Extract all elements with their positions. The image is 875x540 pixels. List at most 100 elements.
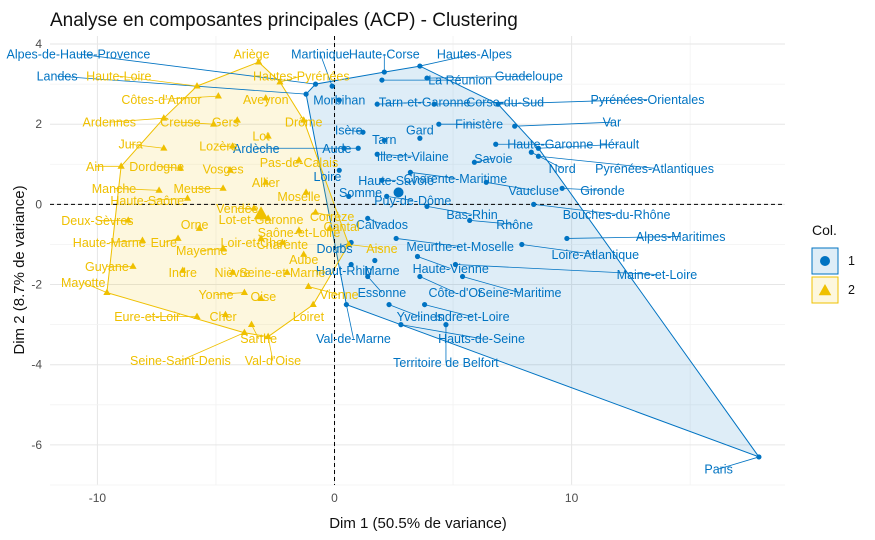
label-nord: Nord — [549, 162, 576, 176]
label-haute-corse: Haute-Corse — [349, 48, 420, 62]
label-vendee: Vendée — [216, 202, 258, 216]
label-ardeche: Ardèche — [233, 142, 280, 156]
label-cantal: Cantal — [324, 220, 360, 234]
label-finistere: Finistère — [455, 118, 503, 132]
leader-dordogne — [156, 165, 181, 169]
label-haut-rhin: Haut-Rhin — [316, 264, 372, 278]
leader-ardennes — [109, 117, 164, 123]
label-moselle: Moselle — [277, 190, 320, 204]
y-tick-label: 0 — [35, 197, 42, 211]
label-lozere: Lozère — [199, 140, 237, 154]
point-seine-et-marne — [283, 268, 291, 275]
leader-hautes-alpes — [419, 53, 475, 67]
label-morbihan: Morbihan — [313, 94, 365, 108]
point-gironde — [559, 185, 565, 191]
point-sarthe — [247, 320, 256, 328]
legend-title: Col. — [812, 222, 837, 238]
point-aisne — [345, 240, 353, 247]
centroid-cluster-1 — [393, 187, 404, 198]
point-somme — [346, 193, 352, 199]
point-lot — [264, 132, 272, 139]
label-meuse: Meuse — [173, 182, 211, 196]
point-yvelines — [386, 301, 392, 308]
legend-marker-triangle — [818, 284, 832, 296]
label-creuse: Creuse — [160, 116, 200, 130]
point-haute-garonne — [493, 141, 499, 147]
leader-essonne — [367, 276, 383, 293]
label-paris: Paris — [704, 462, 732, 476]
point-hautes-pyrenees — [276, 78, 284, 85]
legend-marker-circle — [820, 256, 830, 266]
label-pyrenees-atlantiques: Pyrénées-Atlantiques — [595, 162, 714, 176]
y-axis-title: Dim 2 (8.7% de variance) — [11, 185, 28, 354]
point-alpes-maritimes — [564, 235, 570, 242]
point-var — [512, 123, 518, 129]
leader-yonne — [215, 292, 245, 295]
label-marne: Marne — [364, 264, 399, 278]
point-nievre — [228, 268, 237, 275]
point-ille-et-vilaine — [374, 151, 380, 157]
point-cotes-d-armor — [214, 92, 222, 99]
point-corse-du-sud — [431, 101, 437, 107]
label-vaucluse: Vaucluse — [508, 184, 559, 198]
label-loir-et-cher: Loir-et-Cher — [221, 236, 288, 250]
point-paris — [756, 454, 762, 460]
label-drome: Drôme — [285, 116, 323, 130]
label-jura: Jura — [118, 138, 142, 152]
label-doubs: Doubs — [316, 242, 352, 256]
point-marne — [372, 257, 378, 264]
point-ardeche — [341, 145, 347, 151]
y-tick-label: -6 — [31, 438, 42, 452]
leader-paris — [718, 456, 760, 470]
leader-seine-maritime — [462, 276, 520, 293]
point-pyrenees-orientales — [495, 101, 501, 107]
label-vosges: Vosges — [203, 163, 244, 177]
label-haute-garonne: Haute-Garonne — [507, 138, 593, 152]
label-bouches-du-rhone: Bouches-du-Rhône — [563, 208, 671, 222]
y-tick-label: -4 — [31, 358, 42, 372]
label-cote-d-or: Côte-d'Or — [429, 286, 483, 300]
label-ain: Ain — [86, 160, 104, 174]
leader-corse-du-sud — [434, 101, 506, 105]
point-guyane — [129, 262, 137, 269]
x-axis-title: Dim 1 (50.5% de variance) — [329, 515, 507, 532]
leader-bouches-du-rhone — [533, 203, 617, 215]
label-savoie: Savoie — [474, 152, 512, 166]
label-alpes-maritimes: Alpes-Maritimes — [636, 230, 726, 244]
label-essonne: Essonne — [358, 286, 407, 300]
label-val-de-marne: Val-de-Marne — [316, 332, 391, 346]
point-vienne — [304, 282, 313, 289]
label-territoire-de-belfort: Territoire de Belfort — [393, 356, 499, 370]
label-seine-maritime: Seine-Maritime — [477, 286, 561, 300]
label-nievre: Nièvre — [215, 266, 251, 280]
leader-mayotte — [83, 282, 108, 293]
label-haute-savoie: Haute-Savoie — [358, 174, 434, 188]
point-tarn-et-garonne — [374, 101, 380, 107]
label-haute-saone: Haute-Saône — [110, 194, 184, 208]
leader-aisne — [348, 244, 382, 249]
point-cote-d-or — [417, 273, 423, 280]
point-haute-savoie — [379, 177, 385, 183]
point-seine-maritime — [459, 273, 466, 280]
leader-haute-loire — [118, 75, 198, 87]
label-haute-marne: Haute-Marne — [73, 236, 146, 250]
leader-haute-vienne — [417, 256, 451, 269]
label-ardennes: Ardennes — [83, 116, 137, 130]
point-tarn — [381, 137, 387, 143]
leader-indre-et-loire — [424, 304, 473, 318]
label-var: Var — [603, 116, 622, 130]
point-ain — [117, 162, 125, 169]
label-lot: Lot — [252, 130, 270, 144]
point-alpes-de-haute-provence — [312, 81, 319, 87]
point-manche — [155, 186, 163, 193]
y-tick-label: 2 — [35, 117, 42, 131]
point-haute-marne — [138, 236, 147, 243]
point-drome — [300, 116, 308, 123]
point-haut-rhin — [348, 261, 354, 268]
label-mayenne: Mayenne — [176, 244, 227, 258]
label-saone-et-loire: Saône-et-Loire — [258, 226, 341, 240]
label-loiret: Loiret — [293, 310, 325, 324]
point-hautes-alpes — [417, 63, 423, 69]
point-allier — [262, 178, 270, 185]
